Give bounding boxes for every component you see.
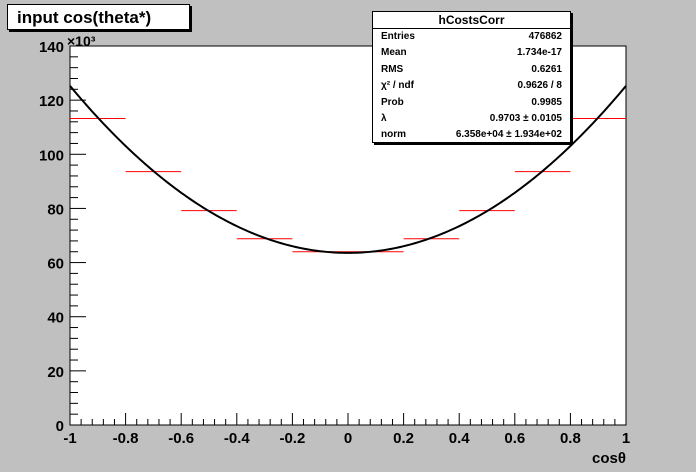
stats-row: Mean 1.734e-17 [373,45,570,61]
x-axis-label: cosθ [592,450,626,467]
stats-key: norm [381,129,406,141]
y-multiplier-label: ×10³ [67,33,96,49]
stats-value: 0.9703 ± 0.0105 [489,112,562,124]
x-tick-label: -0.6 [168,430,194,447]
stats-value: 0.9626 / 8 [517,80,562,92]
stats-row: norm 6.358e+04 ± 1.934e+02 [373,127,570,143]
y-tick-labels: 0 20 40 60 80 100 120 140 [39,39,64,435]
y-tick-label: 40 [47,310,64,327]
x-tick-label: 0.4 [449,430,471,447]
x-tick-label: 0.2 [393,430,414,447]
y-tick-label: 80 [47,201,64,218]
stats-box: hCostsCorr Entries 476862 Mean 1.734e-17 RMS… [372,11,571,143]
stats-row: Entries 476862 [373,29,570,45]
y-tick-label: 140 [39,39,64,56]
x-tick-label: -0.8 [113,430,139,447]
stats-row: RMS 0.6261 [373,62,570,78]
stats-value: 1.734e-17 [516,47,562,59]
y-tick-label: 0 [56,418,64,435]
x-tick-label: 0.6 [504,430,525,447]
stats-value: 0.6261 [531,63,562,75]
histogram-title: input cos(theta*) [7,4,190,30]
stats-rows: Entries 476862 Mean 1.734e-17 RMS 0.6261 χ² / … [373,29,570,144]
x-tick-label: 0.8 [560,430,581,447]
stats-key: χ² / ndf [381,80,414,92]
y-tick-label: 100 [39,147,64,164]
stats-key: Mean [381,47,407,59]
x-tick-labels: -1 -0.8 -0.6 -0.4 -0.2 0 0.2 0.4 0.6 0.8 1 [63,430,630,447]
stats-key: Entries [381,31,415,42]
stats-value: 476862 [528,31,562,42]
stats-key: λ [381,112,387,124]
fit-curve [69,85,627,254]
stats-value: 0.9985 [531,96,562,108]
y-tick-label: 60 [47,256,64,273]
x-tick-label: 1 [622,430,630,447]
stats-row: Prob 0.9985 [373,95,570,111]
stats-key: RMS [381,63,404,75]
x-tick-label: -1 [63,430,76,447]
x-tick-label: 0 [344,430,352,447]
x-tick-label: -0.4 [224,430,251,447]
stats-row: λ 0.9703 ± 0.0105 [373,111,570,127]
stats-value: 6.358e+04 ± 1.934e+02 [455,129,562,141]
stats-title: hCostsCorr [373,12,570,29]
y-tick-label: 120 [39,93,64,110]
stats-row: χ² / ndf 0.9626 / 8 [373,78,570,94]
x-tick-label: -0.2 [279,430,305,447]
stats-key: Prob [381,96,404,108]
axis-ticks [69,45,627,426]
y-tick-label: 20 [47,364,64,381]
